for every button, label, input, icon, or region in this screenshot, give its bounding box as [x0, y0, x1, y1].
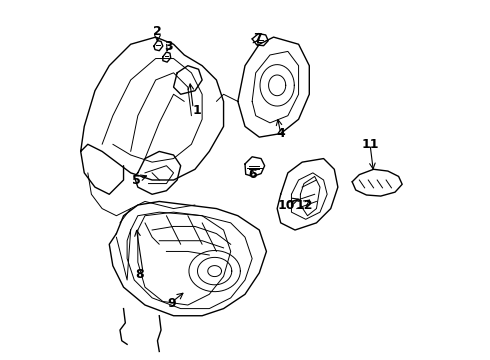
Text: 10: 10 — [277, 198, 295, 212]
Text: 5: 5 — [132, 174, 141, 186]
Text: 1: 1 — [193, 104, 201, 117]
Text: 3: 3 — [164, 40, 172, 53]
Text: 11: 11 — [361, 138, 379, 151]
Text: 7: 7 — [253, 32, 262, 45]
Text: 4: 4 — [276, 127, 285, 140]
Text: 6: 6 — [248, 168, 256, 181]
Text: 12: 12 — [295, 198, 313, 212]
Text: 9: 9 — [168, 297, 176, 310]
Text: 8: 8 — [135, 268, 144, 281]
Text: 2: 2 — [153, 25, 162, 38]
